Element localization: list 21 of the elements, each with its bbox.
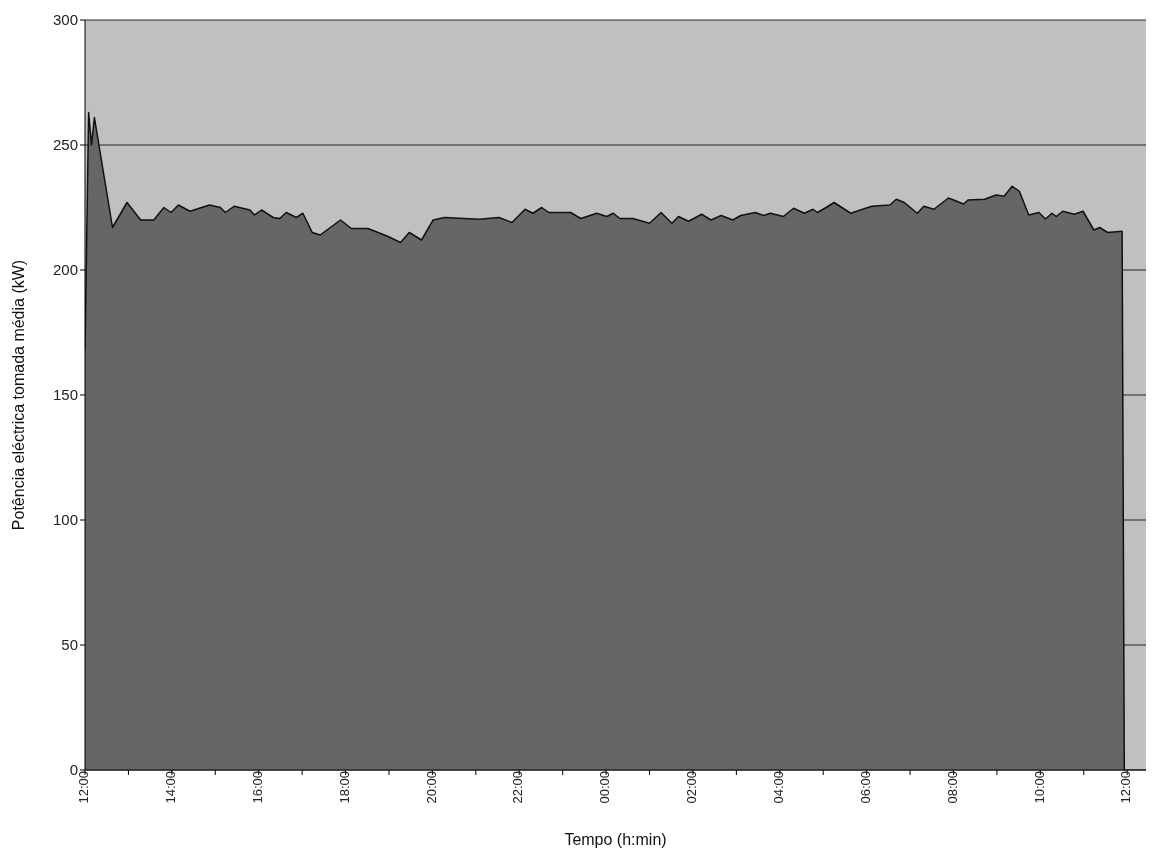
x-tick-label: 12:00 bbox=[1118, 771, 1134, 804]
y-tick-label: 0 bbox=[69, 761, 78, 779]
y-tick-label: 100 bbox=[52, 511, 78, 529]
x-tick-label: 06:00 bbox=[857, 771, 873, 804]
y-tick-label: 50 bbox=[61, 636, 78, 654]
y-tick-label: 300 bbox=[52, 11, 78, 29]
x-tick-label: 00:00 bbox=[597, 771, 613, 804]
x-tick-label: 10:00 bbox=[1031, 771, 1047, 804]
x-tick-label: 20:00 bbox=[423, 771, 439, 804]
x-tick-label: 14:00 bbox=[163, 771, 179, 804]
x-tick-label: 04:00 bbox=[771, 771, 787, 804]
x-tick-label: 18:00 bbox=[336, 771, 352, 804]
x-axis-title: Tempo (h:min) bbox=[564, 831, 667, 848]
x-tick-label: 08:00 bbox=[944, 771, 960, 804]
x-tick-label: 02:00 bbox=[684, 771, 700, 804]
y-axis-title: Potência eléctrica tomada média (kW) bbox=[9, 259, 27, 531]
y-tick-label: 250 bbox=[52, 136, 78, 154]
y-tick-label: 150 bbox=[52, 386, 78, 404]
y-tick-label: 200 bbox=[52, 261, 78, 279]
x-tick-label: 16:00 bbox=[249, 771, 265, 804]
x-tick-label: 22:00 bbox=[510, 771, 526, 804]
